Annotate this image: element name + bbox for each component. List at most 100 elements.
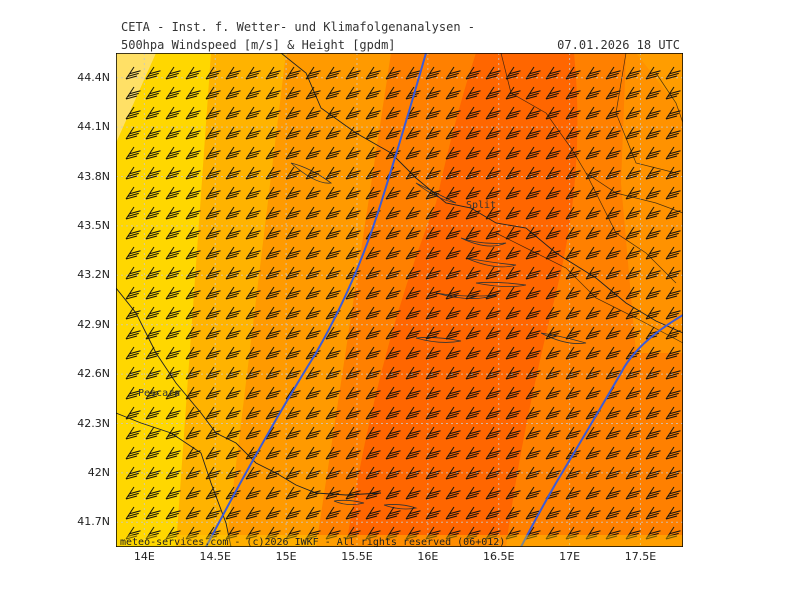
- wind-barb: [565, 86, 581, 100]
- wind-barb: [165, 446, 181, 460]
- wind-barb: [485, 86, 501, 100]
- wind-barb: [225, 526, 241, 540]
- wind-barb: [145, 126, 161, 140]
- wind-barb: [425, 106, 441, 120]
- wind-barb: [585, 306, 601, 320]
- wind-barb: [525, 186, 541, 200]
- wind-barb: [145, 526, 161, 540]
- wind-barb: [665, 126, 681, 140]
- wind-barb: [285, 66, 301, 80]
- wind-barb: [185, 486, 201, 500]
- wind-barb: [625, 526, 641, 540]
- wind-barb: [405, 286, 421, 300]
- wind-barb: [205, 126, 221, 140]
- wind-barb: [445, 426, 461, 440]
- wind-barb: [405, 206, 421, 220]
- wind-barb: [605, 166, 621, 180]
- map-canvas: Split Pescara meteo-services.com - (c)20…: [115, 52, 684, 548]
- wind-barb: [365, 306, 381, 320]
- wind-barb: [285, 526, 301, 540]
- wind-barb: [265, 346, 281, 360]
- wind-barb: [285, 286, 301, 300]
- wind-barb: [345, 206, 361, 220]
- wind-barb: [505, 126, 521, 140]
- wind-barb: [225, 266, 241, 280]
- x-tick-label: 17.5E: [624, 550, 657, 563]
- wind-barb: [165, 146, 181, 160]
- wind-barb: [525, 206, 541, 220]
- wind-barb: [325, 326, 341, 340]
- wind-barb: [645, 386, 661, 400]
- wind-barb: [285, 346, 301, 360]
- wind-barb: [125, 306, 141, 320]
- wind-barb: [225, 246, 241, 260]
- wind-barb: [245, 466, 261, 480]
- wind-barb: [305, 506, 321, 520]
- wind-barb: [285, 426, 301, 440]
- wind-barb: [645, 226, 661, 240]
- wind-barb: [485, 146, 501, 160]
- wind-barb: [165, 366, 181, 380]
- wind-barb: [305, 386, 321, 400]
- wind-barb: [365, 266, 381, 280]
- wind-barb: [165, 526, 181, 540]
- wind-barb: [225, 366, 241, 380]
- wind-barb: [485, 446, 501, 460]
- wind-barb: [185, 246, 201, 260]
- wind-barb: [605, 486, 621, 500]
- wind-barb: [565, 366, 581, 380]
- wind-barb: [465, 266, 481, 280]
- wind-barb: [445, 146, 461, 160]
- wind-barb: [345, 506, 361, 520]
- wind-barb: [485, 246, 501, 260]
- wind-barb: [185, 166, 201, 180]
- wind-barb: [285, 146, 301, 160]
- wind-barb: [265, 466, 281, 480]
- wind-barb: [325, 386, 341, 400]
- wind-barb: [525, 506, 541, 520]
- wind-barb: [665, 266, 681, 280]
- wind-barb: [585, 86, 601, 100]
- wind-barb: [605, 346, 621, 360]
- wind-barb: [545, 206, 561, 220]
- wind-barb: [605, 286, 621, 300]
- valid-time: 07.01.2026 18 UTC: [557, 38, 680, 52]
- wind-barb: [165, 186, 181, 200]
- wind-barb: [165, 266, 181, 280]
- wind-barb: [325, 286, 341, 300]
- wind-barb: [565, 306, 581, 320]
- wind-barb: [465, 126, 481, 140]
- wind-barb: [305, 286, 321, 300]
- height-contour-west: [205, 53, 427, 547]
- wind-barb: [645, 306, 661, 320]
- wind-barb: [145, 346, 161, 360]
- wind-barb: [385, 226, 401, 240]
- wind-barb: [445, 86, 461, 100]
- wind-barb: [425, 246, 441, 260]
- wind-barb: [545, 66, 561, 80]
- wind-barb: [325, 106, 341, 120]
- wind-barb: [185, 286, 201, 300]
- wind-barb: [665, 526, 681, 540]
- wind-barb: [425, 226, 441, 240]
- wind-barb: [325, 346, 341, 360]
- wind-barb: [245, 66, 261, 80]
- wind-barb: [265, 506, 281, 520]
- wind-barb: [265, 286, 281, 300]
- wind-barb: [405, 166, 421, 180]
- wind-barb: [125, 126, 141, 140]
- wind-barb: [445, 106, 461, 120]
- wind-barb: [245, 406, 261, 420]
- wind-barb: [345, 146, 361, 160]
- wind-barb: [465, 66, 481, 80]
- wind-barb: [285, 306, 301, 320]
- wind-barb: [645, 206, 661, 220]
- wind-barb: [425, 266, 441, 280]
- wind-barb: [345, 186, 361, 200]
- wind-barb: [625, 406, 641, 420]
- wind-barb: [485, 126, 501, 140]
- wind-barb: [305, 246, 321, 260]
- wind-barb: [625, 486, 641, 500]
- wind-barb: [625, 206, 641, 220]
- wind-barb: [345, 526, 361, 540]
